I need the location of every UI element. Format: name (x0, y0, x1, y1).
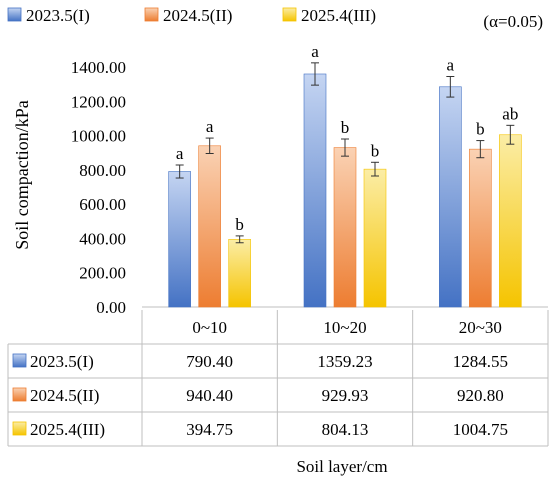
y-tick-label: 1200.00 (71, 92, 126, 111)
x-tick-label: 0~10 (192, 318, 227, 337)
y-tick-label: 1000.00 (71, 127, 126, 146)
table-value: 1004.75 (453, 420, 508, 439)
legend-swatch-1 (7, 7, 22, 22)
significance-annotation: (α=0.05) (483, 12, 543, 31)
table-value: 1284.55 (453, 352, 508, 371)
significance-letter: a (206, 117, 214, 136)
table-value: 790.40 (186, 352, 233, 371)
table-legend-swatch (12, 353, 27, 368)
significance-letter: b (371, 141, 380, 160)
significance-letter: b (235, 215, 244, 234)
bar-1-2 (303, 73, 327, 308)
legend-label-2: 2024.5(II) (163, 6, 232, 25)
significance-letter: a (176, 144, 184, 163)
table-row-label: 2023.5(I) (30, 352, 94, 371)
significance-letter: b (341, 118, 350, 137)
table-row-label: 2025.4(III) (30, 420, 105, 439)
legend-swatch-2 (144, 7, 159, 22)
bar-3-3 (499, 134, 522, 308)
table-value: 920.80 (457, 386, 504, 405)
x-axis-label: Soil layer/cm (296, 457, 387, 476)
bar-1-1 (168, 171, 191, 308)
table-value: 394.75 (186, 420, 233, 439)
significance-letter: ab (502, 104, 518, 123)
significance-letter: b (476, 120, 485, 139)
legend-label-3: 2025.4(III) (301, 6, 376, 25)
bar-1-3 (439, 86, 462, 308)
bar-2-1 (198, 145, 221, 308)
y-tick-label: 600.00 (79, 195, 126, 214)
y-tick-label: 1400.00 (71, 58, 126, 77)
x-tick-label: 20~30 (459, 318, 502, 337)
table-legend-swatch (12, 387, 27, 402)
bar-2-3 (469, 148, 492, 308)
y-tick-label: 0.00 (96, 298, 126, 317)
y-tick-label: 400.00 (79, 229, 126, 248)
y-tick-label: 200.00 (79, 264, 126, 283)
bar-2-2 (333, 147, 357, 308)
table-value: 929.93 (322, 386, 369, 405)
table-value: 1359.23 (317, 352, 372, 371)
significance-letter: a (311, 42, 319, 61)
legend-label-1: 2023.5(I) (26, 6, 90, 25)
table-row-label: 2024.5(II) (30, 386, 99, 405)
significance-letter: a (447, 56, 455, 75)
table-legend-swatch (12, 421, 27, 436)
bar-3-2 (363, 168, 387, 308)
bar-3-1 (228, 239, 251, 308)
table-value: 940.40 (186, 386, 233, 405)
x-tick-label: 10~20 (323, 318, 366, 337)
y-tick-label: 800.00 (79, 161, 126, 180)
y-axis-label: Soil compaction/kPa (12, 100, 32, 249)
table-value: 804.13 (322, 420, 369, 439)
legend-swatch-3 (282, 7, 297, 22)
